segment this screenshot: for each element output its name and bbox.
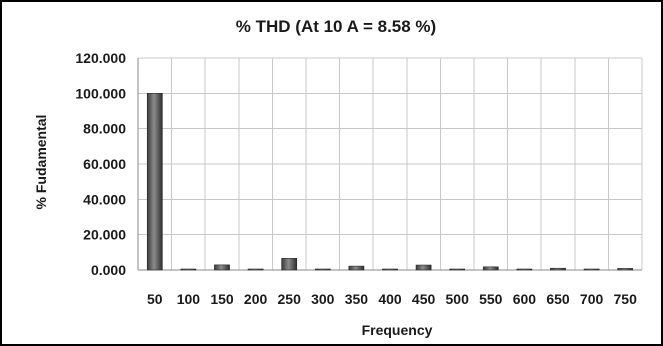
x-tick-label: 600 — [513, 291, 537, 307]
x-tick-label: 650 — [546, 291, 570, 307]
bar-150 — [214, 264, 230, 271]
y-tick-label: 20.000 — [83, 227, 126, 243]
x-tick-label: 450 — [412, 291, 436, 307]
bar-550 — [482, 266, 499, 271]
bar-500 — [449, 268, 466, 271]
x-tick-label: 550 — [479, 291, 503, 307]
x-tick-label: 750 — [614, 291, 638, 307]
y-tick-label: 100.000 — [75, 85, 126, 101]
x-ticks: 50 100 150 200 250 300 350 400 450 500 550 600 650 70… — [147, 291, 637, 307]
x-axis-label: Frequency — [362, 322, 433, 338]
bar-50 — [146, 93, 163, 271]
y-tick-label: 60.000 — [83, 156, 126, 172]
y-tick-label: 80.000 — [83, 121, 126, 137]
x-tick-label: 250 — [278, 291, 302, 307]
bar-600 — [516, 268, 533, 271]
bar-350 — [348, 265, 365, 271]
x-tick-label: 200 — [244, 291, 268, 307]
y-axis-label: % Fudamental — [33, 115, 49, 210]
x-tick-label: 500 — [446, 291, 470, 307]
bar-450 — [415, 264, 432, 271]
bar-700 — [583, 268, 600, 271]
x-tick-label: 300 — [311, 291, 335, 307]
y-ticks: 0.000 20.000 40.000 60.000 80.000 100.000 120.… — [75, 50, 126, 278]
y-tick-label: 120.000 — [75, 50, 126, 66]
x-tick-label: 150 — [210, 291, 234, 307]
bar-300 — [314, 268, 331, 271]
bar-750 — [617, 268, 634, 271]
bar-100 — [180, 268, 197, 271]
bar-650 — [550, 267, 566, 271]
x-tick-label: 400 — [378, 291, 402, 307]
bar-200 — [247, 268, 264, 271]
bar-400 — [382, 268, 398, 271]
x-tick-label: 700 — [580, 291, 604, 307]
grid-lines — [137, 57, 643, 271]
x-tick-label: 100 — [177, 291, 201, 307]
bar-250 — [281, 258, 298, 271]
chart-title: % THD (At 10 A = 8.58 %) — [236, 17, 436, 36]
bar-series — [146, 93, 634, 271]
x-tick-label: 50 — [147, 291, 163, 307]
y-tick-label: 0.000 — [91, 262, 126, 278]
y-tick-label: 40.000 — [83, 191, 126, 207]
x-tick-label: 350 — [345, 291, 369, 307]
